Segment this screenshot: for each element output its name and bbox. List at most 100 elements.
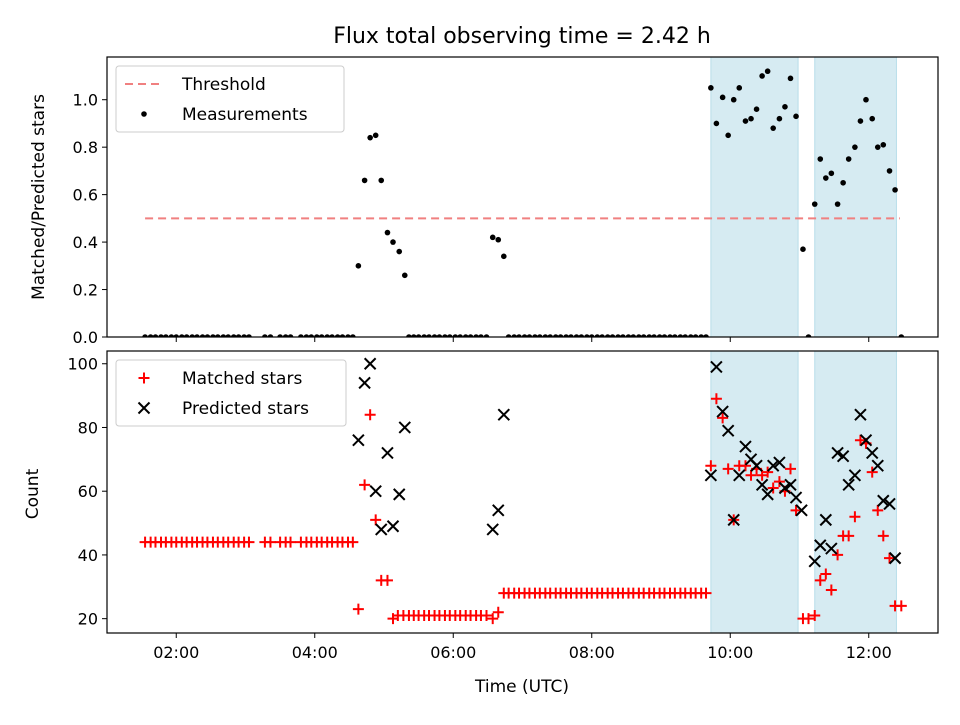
x-tick-label: 06:00 (430, 643, 476, 662)
measurement-point (898, 334, 905, 337)
measurement-point (526, 334, 533, 337)
chart-title: Flux total observing time = 2.42 h (333, 24, 711, 49)
measurement-point (410, 334, 417, 337)
measurement-point (308, 334, 315, 337)
matched-stars-point (832, 549, 844, 561)
predicted-stars-point (808, 555, 821, 568)
measurement-point (563, 334, 569, 337)
measurement-point (318, 334, 325, 337)
measurement-point (578, 334, 585, 337)
top-panel-y-axis-label: Matched/Predicted stars (29, 94, 49, 300)
measurement-point (215, 334, 221, 337)
measurement-point (324, 334, 331, 337)
measurement-point (483, 334, 490, 337)
measurement-point (604, 334, 611, 337)
predicted-stars-point (871, 459, 884, 472)
predicted-stars-point (727, 513, 740, 527)
measurement-point (811, 201, 818, 207)
y-tick-label: 40 (78, 546, 98, 565)
measurement-point (473, 334, 479, 337)
legend: Threshold Measurements (115, 65, 345, 133)
y-tick-label: 0.4 (73, 233, 98, 252)
measurement-point (372, 132, 379, 139)
matched-stars-point (803, 613, 815, 625)
x-tick-label: 12:00 (846, 643, 892, 662)
measurement-point (367, 134, 373, 141)
matched-stars-point (364, 409, 376, 421)
predicted-stars-point (386, 520, 400, 533)
bottom-panel: 20 40 60 80 100 02:00 04:00 06:00 08:00 10:00 12:0… (67, 350, 939, 662)
axes-frame (106, 350, 939, 634)
measurement-point (594, 334, 601, 337)
measurement-point (431, 334, 438, 337)
legend-label: Predicted stars (182, 399, 309, 419)
measurement-point (415, 334, 422, 337)
predicted-stars-point (866, 446, 879, 460)
matched-stars-point (854, 434, 866, 446)
measurement-point (708, 85, 714, 91)
x-tick-label: 04:00 (292, 643, 338, 662)
top-panel: 0.0 0.2 0.4 0.6 0.8 1.0 Threshold Measurements (73, 56, 939, 347)
legend-label: Threshold (181, 75, 266, 95)
measurement-point (158, 334, 164, 337)
predicted-stars-point (381, 446, 394, 460)
measurement-point (355, 263, 362, 269)
legend-plus-swatch (138, 372, 150, 384)
measurement-point (168, 334, 175, 337)
predicted-stars-point (761, 488, 774, 501)
measurement-point (730, 96, 737, 103)
measurement-point (152, 334, 159, 337)
measurement-point (869, 115, 876, 122)
bottom-panel-y-axis-label: Count (23, 468, 43, 519)
measurement-point (677, 334, 684, 337)
measurement-point (189, 334, 195, 337)
predicted-stars-point (352, 434, 365, 447)
measurement-point (457, 334, 463, 337)
predicted-stars-point (358, 376, 371, 390)
legend-dot-swatch (141, 111, 147, 117)
matched-stars-point (285, 536, 297, 548)
predicted-stars-point (733, 469, 746, 482)
y-tick-label: 0.0 (73, 328, 98, 347)
predicted-stars-point (398, 421, 411, 434)
measurement-point (682, 334, 689, 337)
measurement-point (329, 334, 335, 337)
measurement-point (532, 334, 538, 337)
matched-stars-point (492, 606, 504, 618)
x-axis-label: Time (UTC) (474, 677, 569, 697)
measurement-point (210, 334, 216, 337)
matched-stars-point (825, 584, 837, 596)
predicted-stars-point (859, 434, 873, 447)
legend-label: Matched stars (182, 369, 302, 389)
measurement-point (452, 334, 459, 337)
measurement-point (446, 334, 453, 337)
measurement-point (759, 73, 765, 79)
measurement-point (173, 334, 180, 337)
measurement-point (692, 334, 699, 337)
measurement-point (880, 141, 887, 148)
matched-stars-point (739, 460, 751, 472)
predicted-stars-point (825, 542, 838, 555)
measurement-point (478, 334, 484, 337)
y-tick-label: 0.8 (73, 138, 98, 157)
matched-stars-point (722, 463, 734, 475)
series-group (142, 68, 905, 337)
predicted-stars-point (739, 440, 752, 453)
predicted-stars-point (795, 504, 808, 517)
measurement-point (552, 334, 559, 337)
series-group (139, 357, 907, 625)
measurement-point (262, 334, 268, 337)
measurement-point (845, 156, 852, 162)
y-tick-label: 80 (78, 418, 98, 437)
measurement-point (636, 334, 642, 337)
measurement-point (753, 106, 760, 113)
predicted-stars-point (497, 408, 511, 421)
measurement-point (178, 334, 185, 337)
predicted-stars-point (819, 513, 833, 527)
predicted-stars-point (789, 491, 803, 504)
measurement-point (246, 334, 252, 337)
predicted-stars-point (375, 523, 388, 536)
matched-stars-point (809, 609, 821, 621)
matched-stars-point (872, 504, 884, 516)
